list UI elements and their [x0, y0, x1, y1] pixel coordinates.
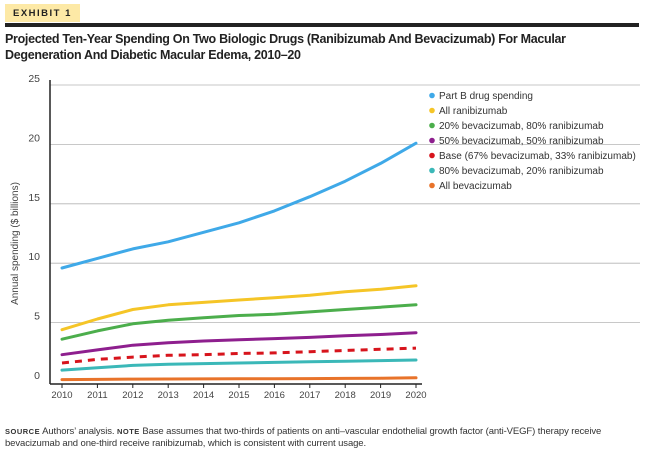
series-line: [60, 376, 418, 382]
y-tick-label: 5: [34, 311, 40, 323]
y-tick-label: 0: [34, 370, 40, 382]
x-tick-label: 2019: [370, 390, 391, 401]
legend-marker: [429, 107, 435, 114]
y-tick-label: 25: [28, 73, 40, 85]
legend-marker: [429, 122, 435, 129]
note-text: Base assumes that two-thirds of patients…: [5, 426, 602, 449]
legend-marker: [429, 152, 435, 159]
x-tick-label: 2010: [51, 390, 72, 401]
legend-label: All ranibizumab: [439, 106, 508, 117]
legend-marker: [429, 92, 435, 99]
series-line: [60, 284, 418, 332]
note-label: Note: [116, 427, 140, 436]
series-line: [60, 303, 418, 341]
series-line: [60, 141, 418, 270]
legend-label: 20% bevacizumab, 80% ranibizumab: [439, 121, 604, 132]
source-text: Authors’ analysis.: [40, 426, 117, 437]
series-line: [60, 331, 418, 357]
x-tick-label: 2015: [228, 390, 249, 401]
x-tick-label: 2016: [264, 390, 285, 401]
legend-label: 80% bevacizumab, 20% ranibizumab: [439, 166, 604, 177]
y-tick-label: 20: [28, 132, 40, 144]
y-tick-label: 15: [28, 192, 40, 204]
x-tick-label: 2018: [335, 390, 356, 401]
legend-marker: [429, 137, 435, 144]
x-tick-label: 2017: [299, 390, 320, 401]
footnote: Source Authors’ analysis. Note Base assu…: [5, 426, 645, 450]
legend-label: 50% bevacizumab, 50% ranibizumab: [439, 136, 604, 147]
legend-marker: [429, 182, 435, 189]
legend-label: All bevacizumab: [439, 181, 512, 192]
x-tick-label: 2013: [158, 390, 179, 401]
y-tick-label: 10: [28, 251, 40, 263]
x-tick-label: 2011: [87, 390, 107, 401]
x-tick-label: 2020: [405, 390, 426, 401]
x-tick-label: 2014: [193, 390, 214, 401]
line-chart: 0 5 10 15 20 25 2010 2011 2012 2013 2014 2015 2016 20…: [10, 73, 640, 401]
legend-label: Part B drug spending: [439, 91, 533, 102]
exhibit-label: EXHIBIT 1: [5, 4, 80, 22]
legend-label: Base (67% bevacizumab, 33% ranibizumab): [439, 151, 636, 162]
x-tick-label: 2012: [122, 390, 143, 401]
y-axis-label: Annual spending ($ billions): [10, 182, 21, 305]
series-line: [60, 358, 418, 372]
legend-marker: [429, 167, 435, 174]
header-rule: [5, 23, 639, 27]
chart-title: Projected Ten-Year Spending On Two Biolo…: [5, 32, 566, 62]
source-label: Source: [5, 427, 41, 436]
